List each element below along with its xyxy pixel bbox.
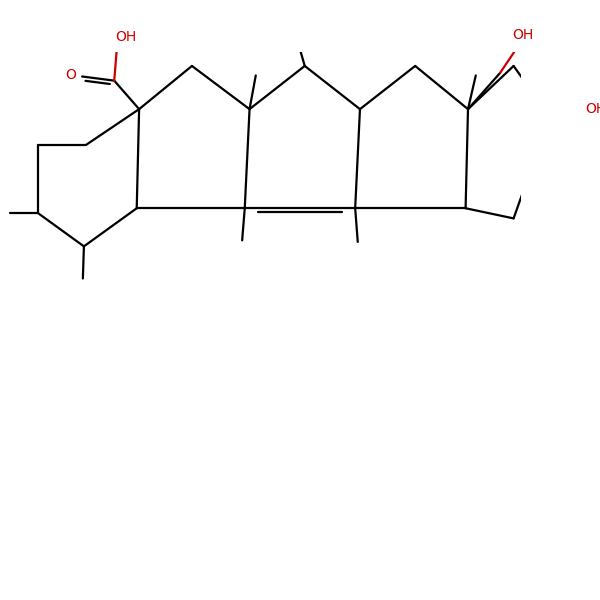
Text: OH: OH (512, 28, 533, 41)
Text: OH: OH (586, 102, 600, 116)
Text: OH: OH (116, 30, 137, 44)
Text: O: O (65, 68, 76, 82)
